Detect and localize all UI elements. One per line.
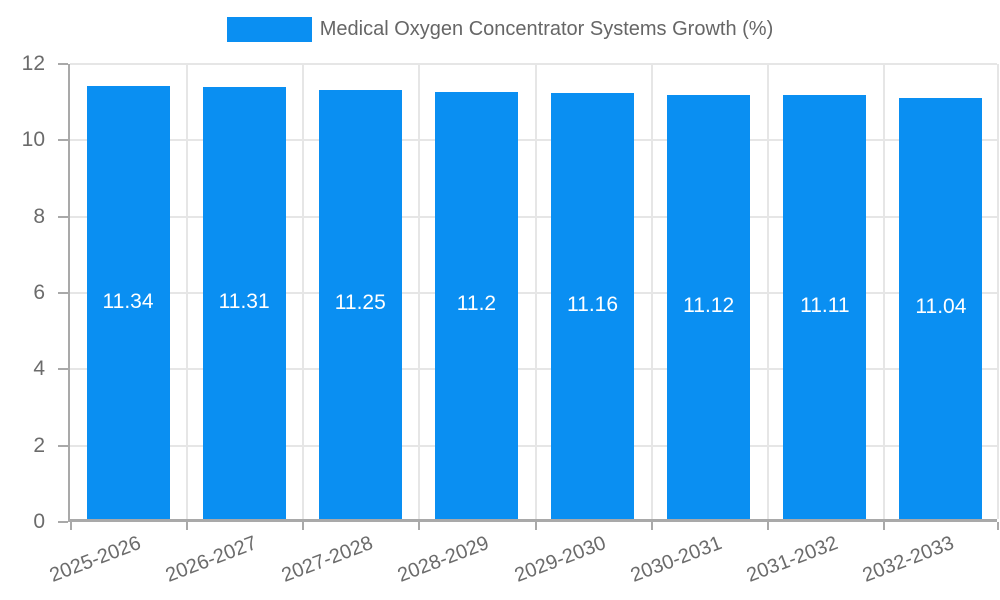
bar[interactable]: 11.2: [434, 91, 518, 519]
x-gridline: [882, 64, 885, 519]
x-gridline: [650, 64, 653, 519]
x-tick-mark: [650, 522, 653, 530]
y-tick-mark: [58, 521, 68, 523]
y-tick-label: 4: [33, 357, 45, 381]
y-gridline: [70, 63, 997, 65]
bar-value-label: 11.11: [800, 293, 850, 317]
bar-value-label: 11.12: [683, 293, 735, 317]
y-tick-mark: [58, 215, 68, 218]
x-tick-mark: [418, 522, 421, 530]
bar[interactable]: 11.12: [667, 94, 751, 519]
bar[interactable]: 11.11: [783, 94, 867, 519]
bar-value-label: 11.31: [218, 290, 270, 314]
y-tick-label: 0: [33, 510, 45, 533]
y-tick-mark: [58, 368, 68, 371]
bar-value-label: 11.16: [567, 293, 619, 317]
x-tick-mark: [302, 522, 305, 530]
y-tick-mark: [58, 444, 68, 447]
y-tick-label: 8: [33, 204, 45, 228]
y-tick-label: 6: [33, 281, 45, 304]
y-gridline: [70, 139, 997, 142]
x-tick-mark: [186, 522, 189, 530]
y-tick-label: 2: [33, 433, 45, 457]
x-tick-mark: [766, 522, 769, 530]
legend-swatch[interactable]: [226, 17, 312, 42]
y-tick-mark: [58, 139, 68, 142]
bar-value-label: 11.25: [334, 291, 386, 315]
y-gridline: [70, 368, 997, 371]
bar[interactable]: 11.25: [318, 89, 402, 519]
y-gridline: [70, 215, 997, 218]
y-tick-label: 10: [21, 128, 45, 152]
x-tick-mark: [70, 522, 72, 530]
bar-value-label: 11.34: [102, 289, 154, 313]
bar[interactable]: 11.34: [86, 86, 170, 519]
x-tick-mark: [997, 522, 999, 530]
y-tick-mark: [58, 63, 68, 65]
y-gridline: [70, 444, 997, 447]
legend: Medical Oxygen Concentrator Systems Grow…: [0, 17, 1000, 42]
bar-value-label: 11.2: [456, 292, 497, 316]
bar[interactable]: 11.31: [202, 87, 286, 519]
y-tick-label: 12: [21, 52, 45, 75]
bar[interactable]: 11.16: [551, 93, 635, 519]
x-gridline: [302, 64, 305, 519]
y-gridline: [70, 292, 997, 294]
bar[interactable]: 11.04: [899, 97, 983, 519]
x-gridline: [534, 64, 537, 519]
x-gridline: [766, 64, 769, 519]
y-tick-mark: [58, 292, 68, 294]
legend-label[interactable]: Medical Oxygen Concentrator Systems Grow…: [319, 18, 774, 40]
x-gridline: [418, 64, 421, 519]
x-tick-mark: [534, 522, 537, 530]
x-gridline: [997, 64, 999, 519]
plot-area: 11.34 11.31 11.25 11.2 11.16 11.12 11.11 11.04: [58, 63, 999, 530]
x-gridline: [186, 64, 189, 519]
x-tick-mark: [882, 522, 885, 530]
bar-value-label: 11.04: [915, 295, 967, 319]
